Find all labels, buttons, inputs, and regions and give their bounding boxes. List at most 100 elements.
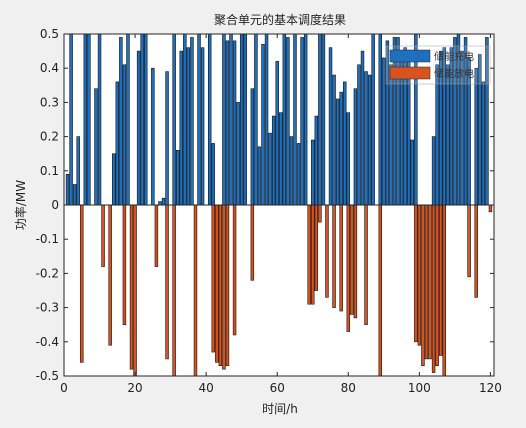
charge-bar xyxy=(332,74,336,206)
charge-bar xyxy=(211,143,215,206)
charge-bar xyxy=(254,33,258,206)
charge-bar xyxy=(296,143,301,206)
legend-swatch-discharge xyxy=(389,66,431,80)
discharge-bar xyxy=(431,204,436,373)
charge-bar xyxy=(176,149,180,206)
discharge-bar xyxy=(215,204,219,363)
charge-bar xyxy=(76,136,80,206)
discharge-bar xyxy=(428,204,432,360)
discharge-bar xyxy=(353,204,358,319)
discharge-bar xyxy=(314,204,319,291)
y-tick-label: 0.5 xyxy=(40,27,59,41)
discharge-bar xyxy=(225,204,230,367)
charge-bar xyxy=(378,33,382,206)
charge-bar xyxy=(303,33,308,206)
discharge-bar xyxy=(378,204,382,377)
charge-bar xyxy=(112,153,116,206)
discharge-bar xyxy=(211,204,215,353)
legend-label-discharge: 储能放电 xyxy=(434,67,474,80)
discharge-bar xyxy=(154,204,159,267)
charge-bar xyxy=(239,33,244,206)
charge-bar xyxy=(300,37,304,206)
y-tick-label: 0 xyxy=(51,198,59,212)
charge-bar xyxy=(172,33,176,206)
discharge-bar xyxy=(442,204,446,377)
discharge-bar xyxy=(101,204,105,267)
charge-bar xyxy=(232,40,237,206)
x-axis-label: 时间/h xyxy=(262,402,298,416)
x-tick-label: 120 xyxy=(479,381,502,395)
charge-bar xyxy=(282,33,287,206)
discharge-bar xyxy=(474,204,478,298)
y-axis-ticks: 0.5 0.4 0.3 0.2 0.1 0 -0.1 -0.2 -0.3 -0.4 -0.5 xyxy=(36,27,494,383)
charge-bar xyxy=(200,47,205,206)
charge-bar xyxy=(364,71,368,206)
charge-bar xyxy=(474,67,478,206)
x-tick-label: 100 xyxy=(408,381,431,395)
charge-bar xyxy=(83,33,88,206)
y-tick-label: 0.3 xyxy=(40,95,59,109)
charge-bar xyxy=(122,64,127,206)
charge-bar xyxy=(346,112,351,206)
charge-bar xyxy=(293,33,297,206)
charge-bar xyxy=(161,197,166,206)
charge-bar xyxy=(314,115,319,206)
y-tick-label: -0.1 xyxy=(36,232,59,246)
charge-bar xyxy=(158,201,162,206)
charge-bar xyxy=(151,67,155,206)
y-tick-label: 0.2 xyxy=(40,130,59,144)
legend-swatch-charge xyxy=(389,49,431,63)
charge-bar xyxy=(165,71,169,206)
discharge-bar xyxy=(467,204,471,278)
charge-bar xyxy=(318,33,322,206)
charge-bar xyxy=(410,139,414,206)
charge-bar xyxy=(207,33,212,206)
charge-bar xyxy=(389,64,393,206)
charge-bar xyxy=(197,33,201,206)
charge-bar xyxy=(236,102,240,206)
discharge-bar xyxy=(193,204,198,377)
x-tick-label: 80 xyxy=(341,381,356,395)
discharge-bar xyxy=(332,204,336,308)
charge-bar xyxy=(190,37,194,206)
charge-bar xyxy=(261,43,265,206)
charge-bar xyxy=(225,40,230,206)
legend-label-charge: 储能充电 xyxy=(434,50,474,63)
charge-bar xyxy=(97,33,102,206)
charge-bar xyxy=(268,132,272,206)
charge-bar xyxy=(115,81,120,206)
charge-bar xyxy=(360,50,365,206)
charge-bar xyxy=(279,112,283,206)
discharge-bar xyxy=(218,204,223,367)
legend: 储能充电 储能放电 xyxy=(385,45,491,85)
charge-bar xyxy=(140,33,144,206)
discharge-bar xyxy=(318,204,322,223)
charge-bar xyxy=(136,50,141,206)
discharge-bar xyxy=(250,204,255,281)
charge-bar xyxy=(229,33,233,206)
charge-bar xyxy=(367,74,372,206)
charge-bar xyxy=(94,88,98,206)
charge-bar xyxy=(275,61,279,206)
charge-bar xyxy=(311,139,315,206)
discharge-bar xyxy=(414,204,418,343)
charge-bar xyxy=(250,88,255,206)
chart-title: 聚合单元的基本调度结果 xyxy=(214,12,346,27)
charge-bar xyxy=(435,64,439,206)
y-tick-label: 0.4 xyxy=(40,61,59,75)
discharge-bar xyxy=(172,204,176,377)
discharge-bar xyxy=(133,204,137,377)
charge-bar xyxy=(343,81,347,206)
discharge-bar xyxy=(80,204,84,363)
y-tick-label: -0.4 xyxy=(36,335,59,349)
charge-bar xyxy=(186,47,191,206)
y-axis-label: 功率/MW xyxy=(13,180,28,230)
charge-bar xyxy=(264,33,269,206)
discharge-bar xyxy=(424,204,429,360)
x-tick-label: 40 xyxy=(199,381,214,395)
discharge-bar xyxy=(232,204,237,336)
discharge-bar xyxy=(222,204,226,370)
charge-bar xyxy=(431,136,436,206)
